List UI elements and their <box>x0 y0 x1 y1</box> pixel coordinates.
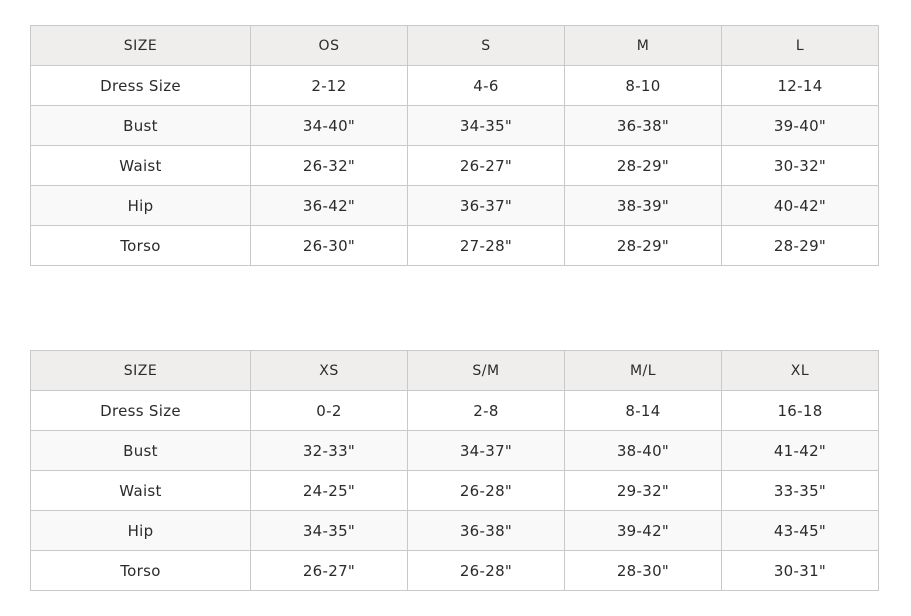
measurement-cell: 34-40" <box>250 105 408 146</box>
measurement-cell: 26-32" <box>250 145 408 186</box>
row-label: Dress Size <box>30 390 251 431</box>
measurement-cell: 26-30" <box>250 225 408 266</box>
measurement-cell: 34-35" <box>250 510 408 551</box>
measurement-cell: 34-35" <box>407 105 565 146</box>
column-header: OS <box>250 25 408 66</box>
table-row: Torso 26-27" 26-28" 28-30" 30-31" <box>30 550 879 591</box>
measurement-cell: 2-12 <box>250 65 408 106</box>
row-label: Waist <box>30 470 251 511</box>
measurement-cell: 8-14 <box>564 390 722 431</box>
row-label: Waist <box>30 145 251 186</box>
measurement-cell: 36-37" <box>407 185 565 226</box>
row-label: Torso <box>30 550 251 591</box>
column-header: S/M <box>407 350 565 391</box>
measurement-cell: 29-32" <box>564 470 722 511</box>
row-label: Hip <box>30 510 251 551</box>
header-row: SIZE XS S/M M/L XL <box>30 350 879 391</box>
table-row: Dress Size 2-12 4-6 8-10 12-14 <box>30 65 879 106</box>
measurement-cell: 24-25" <box>250 470 408 511</box>
table-row: Bust 34-40" 34-35" 36-38" 39-40" <box>30 105 879 146</box>
measurement-cell: 2-8 <box>407 390 565 431</box>
measurement-cell: 32-33" <box>250 430 408 471</box>
measurement-cell: 40-42" <box>721 185 879 226</box>
measurement-cell: 8-10 <box>564 65 722 106</box>
table-row: Hip 36-42" 36-37" 38-39" 40-42" <box>30 185 879 226</box>
table-row: Bust 32-33" 34-37" 38-40" 41-42" <box>30 430 879 471</box>
row-label: Torso <box>30 225 251 266</box>
measurement-cell: 39-40" <box>721 105 879 146</box>
size-chart-table-xs-xl: SIZE XS S/M M/L XL Dress Size 0-2 2-8 8-14 16-18 B… <box>30 350 879 591</box>
measurement-cell: 27-28" <box>407 225 565 266</box>
row-label: Dress Size <box>30 65 251 106</box>
row-label: Bust <box>30 105 251 146</box>
measurement-cell: 30-32" <box>721 145 879 186</box>
size-label-header: SIZE <box>30 350 251 391</box>
measurement-cell: 12-14 <box>721 65 879 106</box>
measurement-cell: 26-27" <box>407 145 565 186</box>
measurement-cell: 28-29" <box>721 225 879 266</box>
table-row: Waist 26-32" 26-27" 28-29" 30-32" <box>30 145 879 186</box>
column-header: S <box>407 25 565 66</box>
measurement-cell: 30-31" <box>721 550 879 591</box>
measurement-cell: 33-35" <box>721 470 879 511</box>
measurement-cell: 26-27" <box>250 550 408 591</box>
measurement-cell: 36-42" <box>250 185 408 226</box>
size-label-header: SIZE <box>30 25 251 66</box>
measurement-cell: 36-38" <box>407 510 565 551</box>
measurement-cell: 39-42" <box>564 510 722 551</box>
column-header: XS <box>250 350 408 391</box>
table-row: Waist 24-25" 26-28" 29-32" 33-35" <box>30 470 879 511</box>
size-chart-page: SIZE OS S M L Dress Size 2-12 4-6 8-10 12-14 Bust 3… <box>30 25 879 591</box>
table-row: Hip 34-35" 36-38" 39-42" 43-45" <box>30 510 879 551</box>
measurement-cell: 38-39" <box>564 185 722 226</box>
row-label: Hip <box>30 185 251 226</box>
table-row: Torso 26-30" 27-28" 28-29" 28-29" <box>30 225 879 266</box>
measurement-cell: 36-38" <box>564 105 722 146</box>
table-row: Dress Size 0-2 2-8 8-14 16-18 <box>30 390 879 431</box>
measurement-cell: 26-28" <box>407 550 565 591</box>
measurement-cell: 16-18 <box>721 390 879 431</box>
size-chart-table-os: SIZE OS S M L Dress Size 2-12 4-6 8-10 12-14 Bust 3… <box>30 25 879 266</box>
column-header: M/L <box>564 350 722 391</box>
header-row: SIZE OS S M L <box>30 25 879 66</box>
row-label: Bust <box>30 430 251 471</box>
measurement-cell: 26-28" <box>407 470 565 511</box>
measurement-cell: 28-29" <box>564 225 722 266</box>
measurement-cell: 0-2 <box>250 390 408 431</box>
measurement-cell: 28-29" <box>564 145 722 186</box>
column-header: XL <box>721 350 879 391</box>
measurement-cell: 41-42" <box>721 430 879 471</box>
measurement-cell: 43-45" <box>721 510 879 551</box>
column-header: L <box>721 25 879 66</box>
measurement-cell: 38-40" <box>564 430 722 471</box>
measurement-cell: 4-6 <box>407 65 565 106</box>
measurement-cell: 28-30" <box>564 550 722 591</box>
measurement-cell: 34-37" <box>407 430 565 471</box>
column-header: M <box>564 25 722 66</box>
